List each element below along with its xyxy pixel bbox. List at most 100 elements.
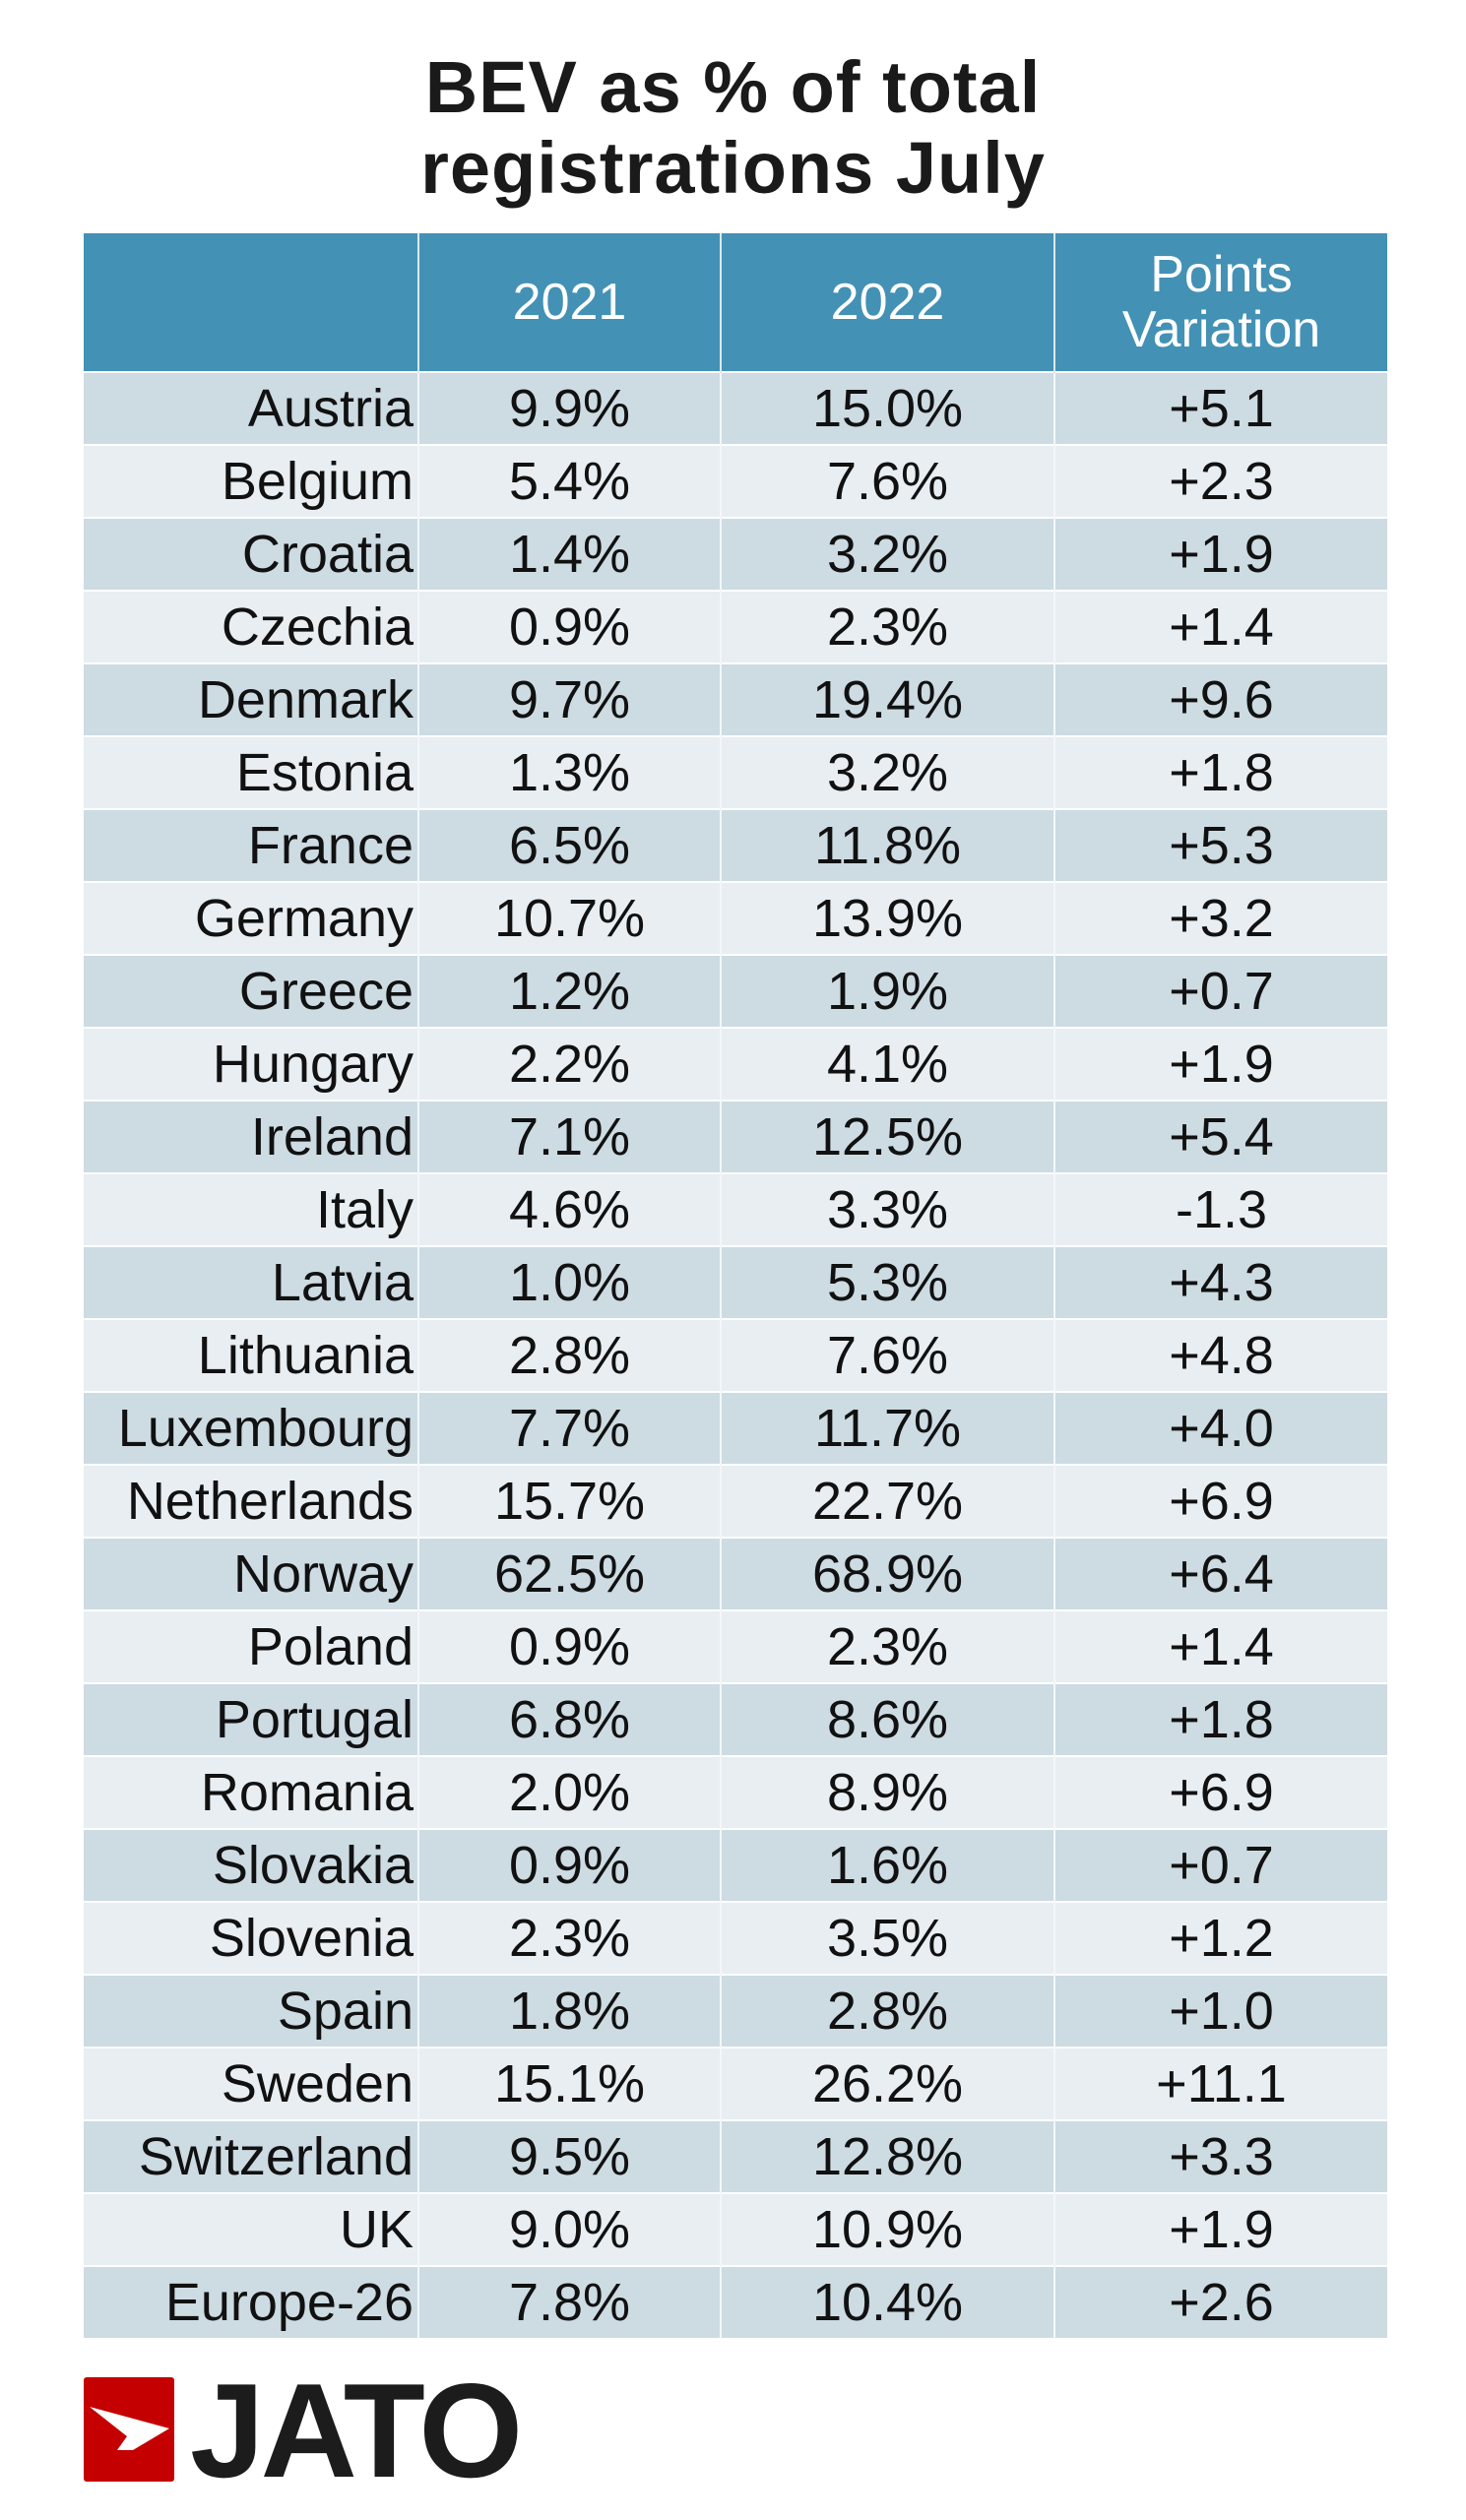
table-row: Romania 2.0% 8.9% +6.9	[84, 1755, 1387, 1829]
cell-value-2022: 2.3%	[720, 1609, 1054, 1683]
cell-value-2021: 9.0%	[417, 2192, 721, 2266]
cell-value-2022: 3.3%	[720, 1172, 1054, 1246]
cell-points-variation: +3.2	[1053, 881, 1387, 955]
cell-points-variation: +5.3	[1053, 808, 1387, 882]
cell-country: UK	[84, 2192, 418, 2266]
header-2021: 2021	[417, 233, 721, 372]
table-row: Germany 10.7% 13.9% +3.2	[84, 881, 1387, 955]
cell-points-variation: +1.2	[1053, 1901, 1387, 1975]
cell-value-2022: 22.7%	[720, 1464, 1054, 1538]
cell-value-2022: 3.5%	[720, 1901, 1054, 1975]
cell-value-2022: 19.4%	[720, 662, 1054, 736]
cell-country: Hungary	[84, 1027, 418, 1101]
table-row: Denmark 9.7% 19.4% +9.6	[84, 662, 1387, 736]
table-row: UK 9.0% 10.9% +1.9	[84, 2192, 1387, 2266]
cell-country: Switzerland	[84, 2119, 418, 2193]
cell-points-variation: +4.8	[1053, 1318, 1387, 1392]
cell-country: Norway	[84, 1537, 418, 1610]
cell-value-2021: 0.9%	[417, 590, 721, 663]
cell-value-2021: 4.6%	[417, 1172, 721, 1246]
table-row: Ireland 7.1% 12.5% +5.4	[84, 1100, 1387, 1173]
cell-value-2021: 6.8%	[417, 1682, 721, 1756]
cell-value-2021: 0.9%	[417, 1828, 721, 1902]
cell-value-2021: 2.2%	[417, 1027, 721, 1101]
cell-points-variation: +6.9	[1053, 1755, 1387, 1829]
table-row: Belgium 5.4% 7.6% +2.3	[84, 444, 1387, 518]
bev-table: 2021 2022 Points Variation Austria 9.9% 15…	[84, 233, 1387, 2338]
table-row: Spain 1.8% 2.8% +1.0	[84, 1974, 1387, 2048]
cell-value-2021: 1.3%	[417, 735, 721, 809]
cell-value-2022: 11.8%	[720, 808, 1054, 882]
cell-country: Croatia	[84, 517, 418, 591]
cell-value-2022: 7.6%	[720, 1318, 1054, 1392]
cell-value-2021: 2.3%	[417, 1901, 721, 1975]
cell-country: Spain	[84, 1974, 418, 2048]
table-row: Luxembourg 7.7% 11.7% +4.0	[84, 1391, 1387, 1465]
cell-points-variation: +1.4	[1053, 590, 1387, 663]
table-row: Czechia 0.9% 2.3% +1.4	[84, 590, 1387, 663]
table-row: Sweden 15.1% 26.2% +11.1	[84, 2047, 1387, 2120]
table-row: Slovenia 2.3% 3.5% +1.2	[84, 1901, 1387, 1975]
cell-country: Czechia	[84, 590, 418, 663]
cell-points-variation: +5.4	[1053, 1100, 1387, 1173]
jato-arrow-logo-icon	[84, 2377, 174, 2482]
table-row: Austria 9.9% 15.0% +5.1	[84, 371, 1387, 445]
cell-country: Europe-26	[84, 2265, 418, 2338]
table-row: France 6.5% 11.8% +5.3	[84, 808, 1387, 882]
header-country	[84, 233, 418, 372]
cell-value-2021: 1.4%	[417, 517, 721, 591]
cell-country: Netherlands	[84, 1464, 418, 1538]
table-row: Norway 62.5% 68.9% +6.4	[84, 1537, 1387, 1610]
cell-points-variation: +9.6	[1053, 662, 1387, 736]
cell-value-2022: 15.0%	[720, 371, 1054, 445]
cell-points-variation: +3.3	[1053, 2119, 1387, 2193]
cell-value-2022: 8.9%	[720, 1755, 1054, 1829]
title-line-2: registrations July	[420, 127, 1046, 209]
cell-country: Greece	[84, 954, 418, 1028]
cell-points-variation: +4.3	[1053, 1245, 1387, 1319]
cell-value-2021: 7.8%	[417, 2265, 721, 2338]
page-title: BEV as % of total registrations July	[0, 47, 1466, 209]
cell-value-2021: 7.7%	[417, 1391, 721, 1465]
table-row: Latvia 1.0% 5.3% +4.3	[84, 1245, 1387, 1319]
cell-value-2022: 3.2%	[720, 735, 1054, 809]
cell-points-variation: +1.9	[1053, 1027, 1387, 1101]
cell-points-variation: +2.3	[1053, 444, 1387, 518]
header-2022: 2022	[720, 233, 1054, 372]
cell-points-variation: +0.7	[1053, 1828, 1387, 1902]
table-row: Estonia 1.3% 3.2% +1.8	[84, 735, 1387, 809]
table-row: Netherlands 15.7% 22.7% +6.9	[84, 1464, 1387, 1538]
cell-country: Slovakia	[84, 1828, 418, 1902]
cell-country: Germany	[84, 881, 418, 955]
table-row: Hungary 2.2% 4.1% +1.9	[84, 1027, 1387, 1101]
cell-country: Portugal	[84, 1682, 418, 1756]
cell-points-variation: +2.6	[1053, 2265, 1387, 2338]
table-row: Greece 1.2% 1.9% +0.7	[84, 954, 1387, 1028]
logo-text: JATO	[190, 2356, 523, 2505]
cell-country: Sweden	[84, 2047, 418, 2120]
cell-value-2022: 7.6%	[720, 444, 1054, 518]
cell-country: Estonia	[84, 735, 418, 809]
cell-country: Lithuania	[84, 1318, 418, 1392]
table-row: Lithuania 2.8% 7.6% +4.8	[84, 1318, 1387, 1392]
cell-country: Italy	[84, 1172, 418, 1246]
cell-points-variation: +11.1	[1053, 2047, 1387, 2120]
cell-country: Romania	[84, 1755, 418, 1829]
cell-value-2021: 9.7%	[417, 662, 721, 736]
cell-value-2022: 4.1%	[720, 1027, 1054, 1101]
cell-value-2022: 10.4%	[720, 2265, 1054, 2338]
cell-points-variation: +6.9	[1053, 1464, 1387, 1538]
cell-value-2022: 12.5%	[720, 1100, 1054, 1173]
cell-value-2021: 1.8%	[417, 1974, 721, 2048]
table-row: Italy 4.6% 3.3% -1.3	[84, 1172, 1387, 1246]
cell-value-2021: 6.5%	[417, 808, 721, 882]
cell-points-variation: -1.3	[1053, 1172, 1387, 1246]
cell-points-variation: +1.4	[1053, 1609, 1387, 1683]
cell-value-2022: 13.9%	[720, 881, 1054, 955]
cell-value-2022: 3.2%	[720, 517, 1054, 591]
cell-country: Latvia	[84, 1245, 418, 1319]
cell-points-variation: +6.4	[1053, 1537, 1387, 1610]
cell-value-2022: 8.6%	[720, 1682, 1054, 1756]
cell-country: Belgium	[84, 444, 418, 518]
cell-points-variation: +1.8	[1053, 735, 1387, 809]
